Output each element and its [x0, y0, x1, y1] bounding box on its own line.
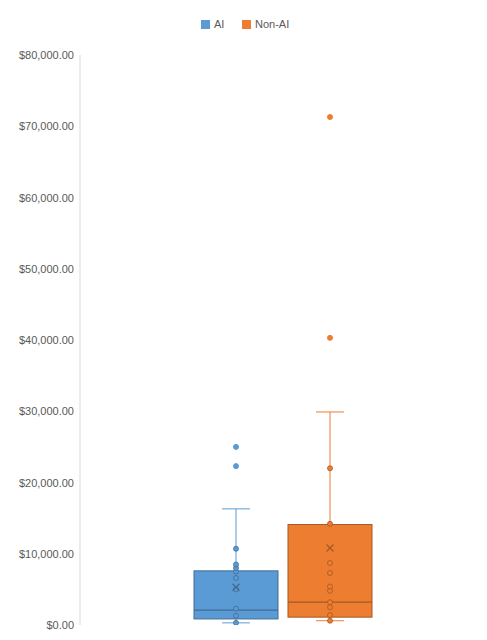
legend-label: Non-AI: [255, 18, 289, 30]
point: [328, 618, 333, 623]
y-tick-label: $50,000.00: [19, 263, 74, 275]
outlier: [328, 114, 333, 119]
y-tick: [77, 482, 80, 483]
box: [288, 525, 372, 618]
point: [234, 546, 239, 551]
mean-marker: [233, 584, 240, 591]
outlier: [328, 335, 333, 340]
legend: AI Non-AI: [201, 18, 289, 30]
point: [328, 613, 333, 618]
box: [194, 571, 278, 619]
y-tick: [77, 197, 80, 198]
mean-marker: [327, 545, 334, 552]
y-tick: [77, 553, 80, 554]
chart: $0.00 $10,000.00 $20,000.00 $30,000.00 $40,0…: [0, 0, 487, 640]
point: [328, 561, 333, 566]
point: [328, 466, 333, 471]
box-series: [194, 444, 278, 625]
point: [234, 575, 239, 580]
y-tick: [77, 126, 80, 127]
whisker-cap-upper: [222, 508, 250, 509]
legend-swatch: [242, 20, 251, 29]
y-tick-label: $80,000.00: [19, 49, 74, 61]
y-tick-label: $0.00: [46, 619, 74, 631]
outlier: [234, 464, 239, 469]
y-tick: [77, 268, 80, 269]
plot-marks: [194, 114, 372, 625]
point: [328, 521, 333, 526]
outlier: [234, 444, 239, 449]
point: [328, 605, 333, 610]
y-tick: [77, 340, 80, 341]
point: [234, 562, 239, 567]
legend-label: AI: [214, 18, 224, 30]
point: [328, 570, 333, 575]
y-tick-label: $20,000.00: [19, 477, 74, 489]
box-series: [288, 114, 372, 623]
point: [328, 584, 333, 589]
y-tick: [77, 411, 80, 412]
whisker-cap-upper: [316, 411, 344, 412]
y-tick-label: $70,000.00: [19, 120, 74, 132]
point: [234, 613, 239, 618]
legend-swatch: [201, 20, 210, 29]
y-tick: [77, 55, 80, 56]
y-tick-label: $40,000.00: [19, 334, 74, 346]
point: [328, 600, 333, 605]
point: [234, 620, 239, 625]
y-tick-label: $60,000.00: [19, 192, 74, 204]
y-tick-label: $10,000.00: [19, 548, 74, 560]
y-tick-label: $30,000.00: [19, 405, 74, 417]
point: [234, 606, 239, 611]
y-tick: [77, 625, 80, 626]
